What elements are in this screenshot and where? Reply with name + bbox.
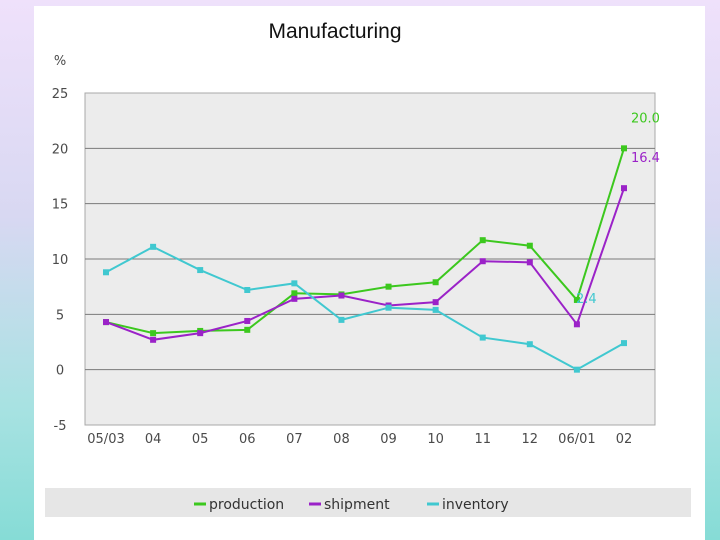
legend-label-shipment: shipment xyxy=(324,497,390,513)
data-point-inventory xyxy=(291,280,298,287)
x-tick-label: 08 xyxy=(333,432,350,447)
chart: Manufacturing % 25 20 15 10 5 0 -5 05/03 04 05 06… xyxy=(45,20,691,517)
x-tick-label: 05 xyxy=(192,432,209,447)
data-point-production xyxy=(291,290,298,297)
data-point-shipment xyxy=(244,317,251,324)
end-label-inventory: 2.4 xyxy=(576,292,597,307)
legend-label-inventory: inventory xyxy=(442,497,509,513)
data-point-inventory xyxy=(244,286,251,293)
data-point-shipment xyxy=(432,299,439,306)
data-point-shipment xyxy=(291,295,298,302)
series-line-inventory xyxy=(105,245,625,371)
data-point-shipment xyxy=(573,321,580,328)
data-point-inventory xyxy=(526,341,533,348)
data-point-inventory xyxy=(621,340,627,347)
data-point-production xyxy=(244,326,251,333)
end-labels: 20.0 16.4 2.4 xyxy=(576,111,660,307)
y-tick-label: 25 xyxy=(52,87,69,102)
legend-label-production: production xyxy=(209,497,284,513)
data-point-production xyxy=(621,145,627,152)
x-tick-label: 12 xyxy=(522,432,539,447)
x-axis-ticks: 05/03 04 05 06 07 08 09 10 11 12 06/01 02 xyxy=(87,432,632,447)
series-layer xyxy=(103,145,627,373)
data-point-production xyxy=(432,279,439,286)
data-point-production xyxy=(150,330,157,337)
data-point-production xyxy=(573,296,580,303)
data-point-inventory xyxy=(338,316,345,323)
data-point-shipment xyxy=(526,259,533,266)
end-label-shipment: 16.4 xyxy=(631,151,660,166)
y-tick-label: -5 xyxy=(54,419,67,434)
data-point-shipment xyxy=(479,258,486,265)
legend-box xyxy=(45,488,691,517)
data-point-production xyxy=(526,242,533,249)
data-point-shipment xyxy=(150,336,157,343)
y-tick-label: 10 xyxy=(52,253,69,268)
data-point-inventory xyxy=(432,306,439,313)
series-line-shipment xyxy=(105,187,625,341)
legend: production shipment inventory xyxy=(194,497,509,513)
data-point-shipment xyxy=(338,292,345,299)
y-tick-label: 0 xyxy=(56,364,64,379)
data-point-shipment xyxy=(621,185,627,192)
data-point-inventory xyxy=(103,269,109,276)
data-point-inventory xyxy=(479,334,486,341)
x-tick-label: 09 xyxy=(380,432,397,447)
data-point-production xyxy=(385,283,392,290)
data-point-shipment xyxy=(197,330,204,337)
data-point-inventory xyxy=(385,304,392,311)
x-tick-label: 11 xyxy=(474,432,491,447)
x-tick-label: 10 xyxy=(427,432,444,447)
data-point-inventory xyxy=(197,267,204,274)
x-tick-label: 02 xyxy=(616,432,633,447)
y-tick-label: 20 xyxy=(52,142,69,157)
x-tick-label: 04 xyxy=(145,432,162,447)
x-tick-label: 06 xyxy=(239,432,256,447)
data-point-inventory xyxy=(573,366,580,373)
end-label-production: 20.0 xyxy=(631,111,660,126)
chart-title: Manufacturing xyxy=(268,20,401,43)
x-tick-label: 05/03 xyxy=(87,432,124,447)
y-axis-ticks: 25 20 15 10 5 0 -5 xyxy=(52,87,69,434)
x-tick-label: 07 xyxy=(286,432,303,447)
series-line-production xyxy=(105,148,625,335)
y-axis-label: % xyxy=(54,54,66,69)
x-tick-label: 06/01 xyxy=(558,432,595,447)
y-tick-label: 15 xyxy=(52,198,69,213)
data-point-shipment xyxy=(103,319,109,326)
data-point-production xyxy=(479,237,486,244)
chart-panel: Manufacturing % 25 20 15 10 5 0 -5 05/03 04 05 06… xyxy=(34,6,705,540)
y-tick-label: 5 xyxy=(56,308,64,323)
data-point-inventory xyxy=(150,243,157,250)
